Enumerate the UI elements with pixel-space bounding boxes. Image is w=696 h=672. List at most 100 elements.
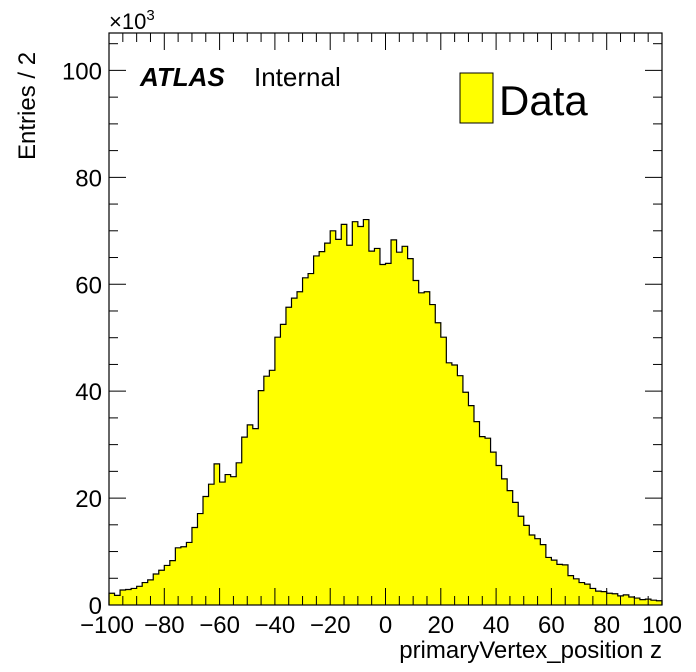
- histogram-bin: [258, 390, 265, 605]
- histogram-bin: [324, 243, 331, 605]
- histogram-bin: [534, 538, 541, 605]
- histogram-outline: [108, 218, 663, 605]
- histogram-bin: [308, 273, 315, 605]
- atlas-label: ATLAS: [139, 62, 225, 92]
- histogram-bin: [501, 478, 508, 605]
- histogram-bin: [545, 557, 552, 605]
- histogram-bin: [236, 462, 243, 605]
- histogram-bin: [551, 560, 558, 605]
- histogram-bin: [341, 224, 348, 605]
- histogram-bin: [639, 599, 646, 605]
- histogram-bin: [147, 579, 154, 605]
- histogram-bin: [186, 542, 193, 605]
- histogram-bin: [247, 424, 254, 605]
- histogram-bin: [158, 570, 165, 605]
- histogram-bin: [269, 370, 276, 605]
- histogram-bin: [490, 452, 497, 605]
- histogram-bin: [225, 474, 232, 605]
- x-tick-label: −80: [144, 612, 185, 639]
- histogram-bin: [485, 438, 491, 605]
- x-tick-label: −60: [199, 612, 240, 639]
- histogram-bin: [153, 573, 160, 605]
- histogram-bin: [352, 221, 359, 605]
- histogram-bin: [335, 239, 342, 605]
- histogram-bin: [579, 582, 585, 605]
- y-tick-label: 0: [89, 593, 102, 620]
- histogram-bin: [297, 291, 303, 605]
- histogram-bin: [391, 239, 397, 605]
- plot-frame: [108, 32, 663, 606]
- x-tick-label: 20: [427, 612, 454, 639]
- y-tick-label: 80: [75, 165, 102, 192]
- histogram-bin: [109, 593, 115, 605]
- histogram-bin: [523, 525, 530, 605]
- histogram-bin: [313, 255, 320, 606]
- legend-label-data: Data: [499, 77, 588, 124]
- histogram-bin: [424, 291, 431, 605]
- histogram-bin: [357, 226, 364, 605]
- histogram-bin: [457, 375, 464, 605]
- histogram-bin: [241, 437, 248, 605]
- tick-labels: −100 −80 −60 −40 −20 0 20 40 60 80 100 0 20 40 60 80 100: [62, 58, 682, 639]
- histogram-bin: [214, 463, 220, 605]
- histogram-bin: [562, 564, 569, 605]
- histogram-bin: [219, 482, 226, 605]
- histogram-bin: [263, 376, 270, 605]
- histogram-bin: [573, 578, 580, 605]
- histogram-bin: [191, 527, 198, 605]
- histogram-bin: [302, 277, 309, 605]
- histogram-bin: [169, 560, 176, 605]
- x-axis-title: primaryVertex_position z: [399, 637, 662, 664]
- histogram-bin: [379, 264, 386, 605]
- histogram-bin: [446, 362, 453, 605]
- histogram-bin: [507, 490, 514, 605]
- y-multiplier: ×103: [109, 7, 155, 34]
- histogram-bin: [584, 584, 591, 605]
- y-tick-label: 20: [75, 486, 102, 513]
- histogram-bin: [368, 251, 375, 606]
- atlas-status: Internal: [254, 62, 341, 92]
- x-tick-label: −100: [80, 612, 134, 639]
- histogram-bin: [518, 516, 525, 605]
- histogram-bin: [208, 484, 215, 605]
- histogram-bin: [496, 465, 503, 605]
- histogram-bin: [623, 594, 630, 605]
- histogram-bin: [291, 298, 298, 605]
- histogram-layer: [108, 218, 663, 606]
- histogram-bin: [114, 595, 121, 605]
- histogram-bin: [418, 292, 425, 605]
- histogram-bin: [164, 565, 171, 605]
- y-tick-label: 100: [62, 58, 102, 85]
- histogram-bin: [175, 547, 182, 605]
- histogram-bin: [473, 421, 480, 605]
- histogram-bin: [346, 245, 353, 606]
- histogram-bin: [612, 593, 619, 605]
- histogram-bin: [601, 591, 608, 605]
- y-axis-title: Entries / 2: [14, 52, 41, 160]
- histogram-bin: [125, 589, 132, 605]
- histogram-bin: [396, 252, 403, 606]
- histogram-bin: [440, 337, 447, 605]
- histogram-bin: [606, 593, 613, 605]
- histogram-bin: [274, 337, 281, 605]
- histogram-bin: [628, 596, 635, 605]
- x-tick-label: −40: [255, 612, 296, 639]
- histogram-bin: [512, 502, 519, 605]
- x-tick-label: 80: [593, 612, 620, 639]
- histogram-bin: [451, 364, 458, 605]
- legend-swatch-data: [459, 72, 494, 124]
- histogram-bin: [634, 598, 641, 605]
- histogram-bin: [462, 392, 469, 605]
- histogram-bin: [540, 544, 547, 605]
- y-tick-label: 60: [75, 272, 102, 299]
- histogram-bin: [252, 428, 259, 605]
- histogram-bin: [402, 246, 409, 606]
- x-tick-label: 0: [379, 612, 392, 639]
- histogram-bin: [203, 496, 209, 605]
- histogram-bin: [407, 258, 414, 605]
- histogram-bin: [280, 324, 287, 605]
- histogram-bin: [529, 534, 536, 605]
- histogram-bin: [363, 219, 370, 605]
- histogram-bin: [595, 591, 602, 605]
